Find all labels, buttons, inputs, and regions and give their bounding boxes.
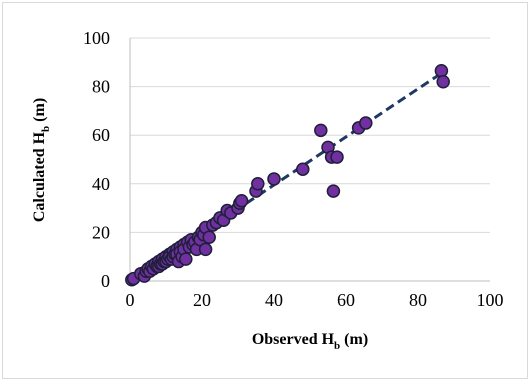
data-point: [179, 252, 193, 266]
data-point: [251, 177, 265, 191]
x-tick-label-0: 0: [126, 290, 135, 310]
x-tick-label-20: 20: [193, 290, 211, 310]
data-point: [436, 74, 450, 89]
data-point: [359, 116, 373, 130]
data-point: [267, 172, 281, 186]
y-tick-label-60: 60: [92, 125, 110, 145]
data-point: [314, 123, 328, 138]
data-point: [202, 230, 216, 245]
y-tick-label-20: 20: [92, 222, 110, 242]
data-point: [434, 64, 449, 78]
data-point: [198, 242, 213, 257]
data-point: [326, 184, 341, 198]
data-point: [234, 194, 249, 208]
data-points: [125, 64, 450, 287]
y-tick-label-40: 40: [92, 174, 110, 194]
y-tick-label-100: 100: [83, 28, 110, 48]
grid-lines: [130, 37, 490, 233]
x-tick-label-60: 60: [337, 290, 355, 310]
x-tick-label-40: 40: [265, 290, 283, 310]
x-tick-labels: 0 20 40 60 80 100: [126, 290, 504, 310]
data-point: [296, 162, 310, 176]
axes: [129, 38, 490, 282]
x-axis-title: Observed Hb (m): [252, 331, 368, 352]
x-tick-label-80: 80: [409, 290, 427, 310]
data-point: [330, 150, 344, 164]
y-axis-title: Calculated Hb (m): [31, 98, 52, 222]
y-tick-label-0: 0: [101, 271, 110, 291]
x-tick-label-100: 100: [477, 290, 504, 310]
y-tick-label-80: 80: [92, 77, 110, 97]
y-tick-labels: 0 20 40 60 80 100: [83, 28, 110, 291]
